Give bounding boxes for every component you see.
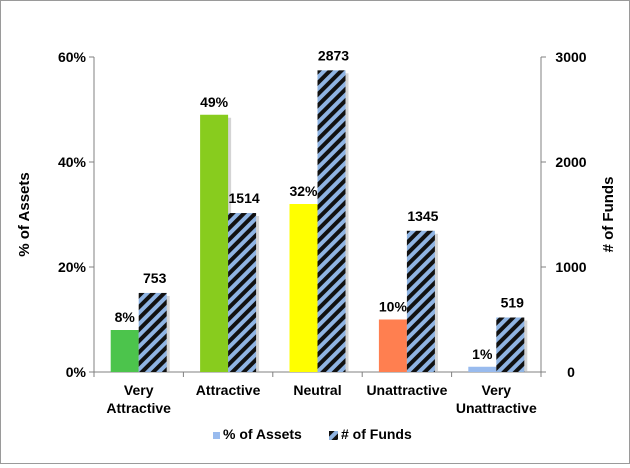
left-tick-label: 20% <box>58 259 87 275</box>
x-category-label: Unattractive <box>456 400 537 416</box>
x-category-label: Attractive <box>106 400 171 416</box>
right-tick-label: 2000 <box>555 154 586 170</box>
funds-bar <box>496 317 525 372</box>
assets-value-label: 1% <box>472 346 493 362</box>
left-tick-label: 0% <box>66 364 87 380</box>
legend-funds-label: # of Funds <box>341 426 412 442</box>
left-tick-label: 60% <box>58 49 87 65</box>
bars-layer <box>110 70 528 373</box>
x-category-label: Very <box>124 382 154 398</box>
left-axis-title: % of Assets <box>16 172 33 256</box>
left-tick-label: 40% <box>58 154 87 170</box>
assets-bar <box>200 114 229 372</box>
assets-value-label: 49% <box>200 94 229 110</box>
funds-value-label: 1345 <box>407 208 438 224</box>
funds-bar <box>317 70 346 373</box>
assets-bar <box>289 204 318 372</box>
x-category-label: Neutral <box>293 382 341 398</box>
funds-value-label: 1514 <box>229 190 260 206</box>
funds-bar <box>138 292 167 372</box>
legend-funds-swatch <box>329 431 338 440</box>
axes-layer: 0% 20% 40% 60% 0 1000 2000 3000 % of Assets # of … <box>16 49 617 380</box>
right-tick-label: 3000 <box>555 49 586 65</box>
right-tick-label: 1000 <box>555 259 586 275</box>
assets-value-label: 32% <box>289 183 318 199</box>
funds-bar <box>228 213 257 372</box>
legend-assets-swatch <box>213 432 220 439</box>
funds-value-label: 2873 <box>318 47 349 63</box>
assets-value-label: 8% <box>115 309 136 325</box>
x-category-label: Unattractive <box>366 382 447 398</box>
funds-value-label: 519 <box>501 295 525 311</box>
legend-assets-label: % of Assets <box>223 426 302 442</box>
funds-value-label: 753 <box>143 270 167 286</box>
assets-bar <box>110 330 139 372</box>
right-axis-title: # of Funds <box>600 177 617 253</box>
right-tick-label: 0 <box>567 364 575 380</box>
labels-layer: Very Attractive Attractive Neutral Unattract… <box>106 47 537 416</box>
assets-value-label: 10% <box>379 299 408 315</box>
legend: % of Assets # of Funds <box>213 426 412 442</box>
x-category-label: Very <box>482 382 512 398</box>
assets-bar <box>378 319 407 372</box>
x-category-label: Attractive <box>196 382 261 398</box>
funds-bar <box>406 230 435 372</box>
assets-bar <box>468 366 497 372</box>
